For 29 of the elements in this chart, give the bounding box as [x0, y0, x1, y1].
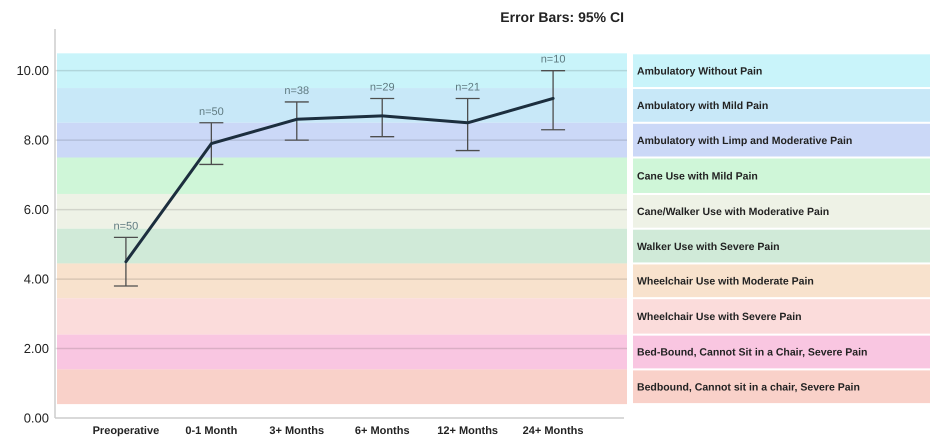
- band-label: Wheelchair Use with Moderate Pain: [637, 275, 814, 288]
- x-tick-label: 12+ Months: [437, 425, 498, 437]
- y-tick-label: 8.00: [24, 132, 49, 148]
- y-tick-label: 10.00: [16, 63, 49, 78]
- y-tick-label: 4.00: [24, 272, 49, 287]
- band-label: Walker Use with Severe Pain: [637, 240, 780, 253]
- x-tick-label: 3+ Months: [269, 425, 324, 437]
- annotation: n=21: [455, 81, 480, 94]
- band-label: Cane Use with Mild Pain: [637, 170, 758, 182]
- band-label: Ambulatory Without Pain: [637, 65, 762, 78]
- band-label: Cane/Walker Use with Moderative Pain: [637, 206, 830, 218]
- x-tick-label: 0-1 Month: [185, 425, 238, 437]
- band-label: Wheelchair Use with Severe Pain: [637, 311, 802, 324]
- y-tick-label: 0.00: [24, 410, 49, 426]
- x-tick-label: Preoperative: [92, 425, 160, 437]
- annotation: n=38: [284, 84, 310, 97]
- annotation: n=29: [370, 81, 395, 94]
- x-tick-label: 6+ Months: [354, 425, 410, 437]
- band-label: Ambulatory with Limp and Moderative Pain: [637, 134, 852, 147]
- band-label: Bed-Bound, Cannot Sit in a Chair, Severe Pain: [637, 346, 868, 359]
- x-tick-label: 24+ Months: [522, 425, 584, 437]
- annotation: n=10: [540, 54, 566, 66]
- chart-title: Error Bars: 95% CI: [500, 9, 624, 25]
- y-tick-label: 2.00: [24, 341, 49, 356]
- y-tick-label: 6.00: [24, 202, 49, 218]
- band-label: Bedbound, Cannot sit in a chair, Severe Pain: [637, 381, 860, 394]
- annotation: n=50: [114, 220, 138, 232]
- band-label: Ambulatory with Mild Pain: [637, 100, 768, 112]
- annotation: n=50: [198, 106, 224, 118]
